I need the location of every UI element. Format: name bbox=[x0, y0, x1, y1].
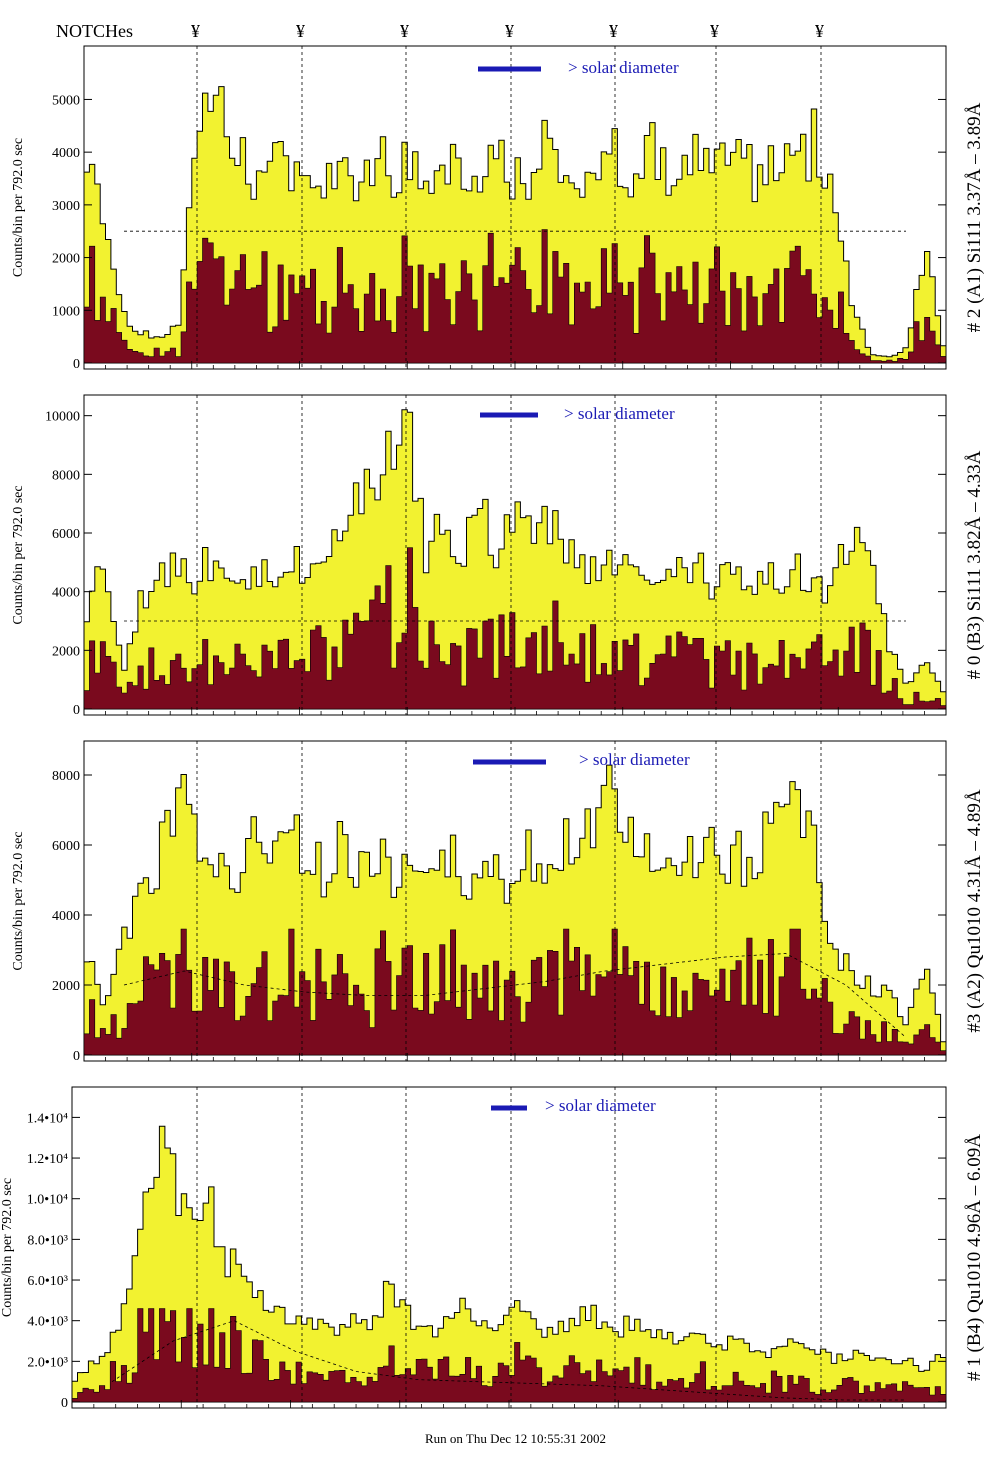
y-tick-label: 0 bbox=[61, 1396, 68, 1411]
line-counts-histogram bbox=[83, 229, 947, 364]
y-axis-label: Counts/bin per 792.0 sec bbox=[11, 831, 26, 970]
legend-label: > solar diameter bbox=[545, 1096, 656, 1115]
spectrum-panel: 0 2.0•10³ 4.0•10³ 6.0•10³ 8.0•10³ 1.0•10⁴ 1.2•… bbox=[0, 1086, 985, 1411]
notches-header: NOTCHes ¥ ¥ ¥ ¥ ¥ ¥ ¥ bbox=[56, 21, 824, 41]
notch-marker: ¥ bbox=[400, 21, 409, 41]
notch-marker: ¥ bbox=[505, 21, 514, 41]
notch-marker: ¥ bbox=[191, 21, 200, 41]
y-tick-label: 0 bbox=[73, 357, 80, 372]
panel-title: # 1 (B4) Qu1010 4.96Å – 6.09Å bbox=[964, 1134, 985, 1381]
y-tick-label: 2.0•10³ bbox=[27, 1355, 68, 1370]
y-tick-label: 3000 bbox=[52, 199, 80, 214]
panel-title: # 2 (A1) Si111 3.37Å – 3.89Å bbox=[964, 102, 985, 332]
y-tick-label: 8000 bbox=[52, 468, 80, 483]
y-tick-label: 4000 bbox=[52, 909, 80, 924]
legend-label: > solar diameter bbox=[568, 58, 679, 77]
spectrum-panel: 0 1000 2000 3000 4000 5000 Counts/bin per 792.… bbox=[11, 45, 985, 372]
y-tick-label: 4000 bbox=[52, 146, 80, 161]
y-axis-label: Counts/bin per 792.0 sec bbox=[11, 485, 26, 624]
notch-marker: ¥ bbox=[815, 21, 824, 41]
run-timestamp: Run on Thu Dec 12 10:55:31 2002 bbox=[425, 1431, 606, 1446]
line-counts-histogram bbox=[71, 1308, 947, 1403]
y-tick-label: 8000 bbox=[52, 769, 80, 784]
y-tick-label: 8.0•10³ bbox=[27, 1233, 68, 1248]
y-tick-label: 1000 bbox=[52, 304, 80, 319]
notch-marker: ¥ bbox=[710, 21, 719, 41]
total-counts-histogram bbox=[83, 409, 947, 710]
y-tick-label: 4000 bbox=[52, 586, 80, 601]
panel-title: # 0 (B3) Si111 3.82Å – 4.33Å bbox=[964, 450, 985, 679]
total-counts-histogram bbox=[71, 1125, 947, 1403]
spectrum-panel: 0 2000 4000 6000 8000 10000 Counts/bin per 792… bbox=[11, 394, 985, 718]
y-tick-label: 1.0•10⁴ bbox=[27, 1193, 68, 1208]
y-tick-label: 1.4•10⁴ bbox=[27, 1111, 68, 1126]
spectrum-panel: 0 2000 4000 6000 8000 Counts/bin per 792.0 se… bbox=[11, 740, 985, 1064]
y-tick-label: 2000 bbox=[52, 979, 80, 994]
y-tick-label: 2000 bbox=[52, 644, 80, 659]
y-tick-label: 6.0•10³ bbox=[27, 1274, 68, 1289]
y-axis-label: Counts/bin per 792.0 sec bbox=[11, 138, 26, 277]
y-tick-label: 6000 bbox=[52, 839, 80, 854]
line-counts-histogram bbox=[83, 928, 947, 1056]
notch-marker: ¥ bbox=[609, 21, 618, 41]
y-tick-label: 0 bbox=[73, 703, 80, 718]
panel-title: #3 (A2) Qu1010 4.31Å – 4.89Å bbox=[964, 789, 985, 1033]
y-tick-label: 5000 bbox=[52, 93, 80, 108]
y-tick-label: 6000 bbox=[52, 527, 80, 542]
line-counts-histogram bbox=[83, 547, 947, 710]
y-axis-label: Counts/bin per 792.0 sec bbox=[0, 1178, 15, 1317]
y-tick-label: 0 bbox=[73, 1049, 80, 1064]
y-tick-label: 4.0•10³ bbox=[27, 1315, 68, 1330]
notches-label: NOTCHes bbox=[56, 21, 133, 41]
legend-label: > solar diameter bbox=[579, 750, 690, 769]
legend-label: > solar diameter bbox=[564, 404, 675, 423]
notch-marker: ¥ bbox=[296, 21, 305, 41]
y-tick-label: 2000 bbox=[52, 252, 80, 267]
y-tick-label: 10000 bbox=[45, 410, 80, 425]
y-tick-label: 1.2•10⁴ bbox=[27, 1152, 68, 1167]
model-curve bbox=[123, 953, 907, 1038]
